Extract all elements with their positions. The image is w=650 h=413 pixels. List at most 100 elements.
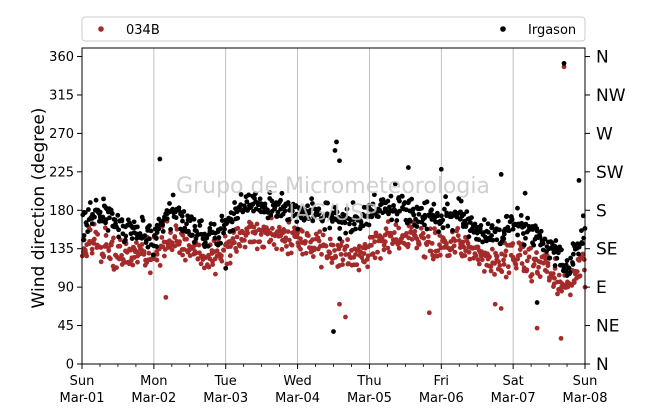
point-034b — [543, 257, 549, 262]
point-034b — [481, 269, 487, 274]
point-034b — [473, 253, 479, 258]
point-034b — [437, 252, 443, 258]
point-034b — [446, 253, 452, 258]
point-034b — [285, 229, 291, 235]
point-034b — [369, 242, 374, 248]
point-irgason — [81, 233, 87, 238]
point-irgason — [358, 219, 364, 225]
point-irgason — [191, 216, 197, 222]
point-irgason — [156, 226, 162, 232]
point-034b — [503, 274, 509, 280]
point-irgason — [439, 213, 444, 219]
point-irgason — [576, 244, 582, 250]
point-034b — [517, 252, 523, 258]
point-034b — [327, 236, 333, 242]
point-034b — [135, 259, 140, 265]
point-034b — [174, 226, 180, 232]
point-irgason — [246, 192, 252, 198]
point-irgason — [160, 228, 166, 234]
point-034b — [356, 267, 362, 273]
point-034b — [84, 253, 90, 259]
point-irgason — [410, 206, 416, 212]
point-034b — [387, 249, 392, 255]
point-irgason — [580, 213, 586, 219]
x-tick-label-day: Sun — [70, 374, 95, 389]
point-034b — [531, 262, 537, 267]
point-irgason — [424, 226, 430, 232]
point-irgason — [506, 228, 512, 234]
point-034b — [134, 240, 139, 246]
point-irgason — [337, 236, 343, 242]
point-irgason — [187, 218, 193, 224]
point-034b — [338, 251, 344, 257]
point-034b — [107, 256, 113, 262]
point-034b — [492, 271, 497, 277]
point-irgason — [297, 206, 302, 212]
y-axis-label: Wind direction (degree) — [29, 108, 49, 309]
point-034b — [284, 243, 289, 249]
point-034b — [227, 253, 233, 259]
point-irgason — [347, 221, 352, 227]
point-irgason — [458, 209, 463, 215]
point-irgason — [509, 217, 515, 223]
point-034b — [219, 253, 224, 259]
axes-layer: Sun Mar-01 Mon Mar-02 Tue Mar-03 Wed Mar-04 Thu M… — [49, 48, 626, 406]
point-irgason — [436, 229, 441, 235]
point-irgason — [481, 217, 487, 223]
point-irgason — [332, 204, 338, 210]
point-034b — [340, 257, 346, 263]
point-034b — [458, 251, 464, 257]
point-034b — [435, 248, 441, 254]
point-034b — [303, 250, 309, 256]
point-034b — [430, 256, 436, 262]
point-irgason — [416, 211, 422, 217]
point-034b — [130, 262, 136, 268]
point-034b — [320, 232, 326, 238]
point-034b — [552, 275, 557, 281]
point-irgason — [351, 221, 357, 227]
point-irgason — [205, 243, 211, 249]
x-tick-label-day: Thu — [356, 374, 381, 389]
point-irgason — [490, 237, 496, 243]
point-034b — [425, 234, 431, 239]
point-034b — [116, 256, 122, 262]
point-irgason-outlier — [331, 329, 336, 334]
right-tick-label: SW — [596, 163, 624, 183]
point-034b — [283, 235, 289, 241]
point-034b — [182, 257, 188, 263]
point-irgason — [525, 215, 531, 221]
point-034b — [82, 247, 88, 253]
point-034b — [544, 269, 550, 274]
point-034b — [462, 253, 468, 258]
right-tick-label: NE — [596, 317, 619, 337]
point-irgason — [466, 234, 472, 240]
point-irgason — [316, 206, 322, 212]
point-034b-outlier — [534, 325, 540, 331]
point-034b — [106, 248, 112, 253]
point-034b — [89, 250, 95, 256]
point-034b — [98, 245, 104, 250]
point-034b — [460, 239, 466, 245]
point-034b — [581, 257, 587, 262]
point-irgason — [222, 226, 227, 232]
point-034b — [378, 256, 383, 261]
point-034b — [305, 233, 311, 238]
point-irgason — [431, 201, 437, 207]
point-irgason-outlier — [334, 139, 339, 145]
point-irgason — [219, 213, 225, 219]
point-034b — [195, 256, 201, 262]
point-irgason — [191, 239, 197, 245]
point-irgason — [100, 214, 106, 220]
point-irgason — [566, 265, 572, 271]
point-034b — [412, 229, 418, 234]
point-irgason — [268, 212, 274, 218]
point-irgason — [301, 217, 307, 223]
point-034b — [496, 259, 501, 265]
point-irgason — [150, 252, 156, 258]
x-tick-label-date: Mar-07 — [491, 391, 536, 406]
point-irgason — [267, 190, 273, 196]
point-irgason — [443, 194, 449, 200]
point-034b — [180, 232, 186, 238]
point-034b — [388, 233, 394, 238]
